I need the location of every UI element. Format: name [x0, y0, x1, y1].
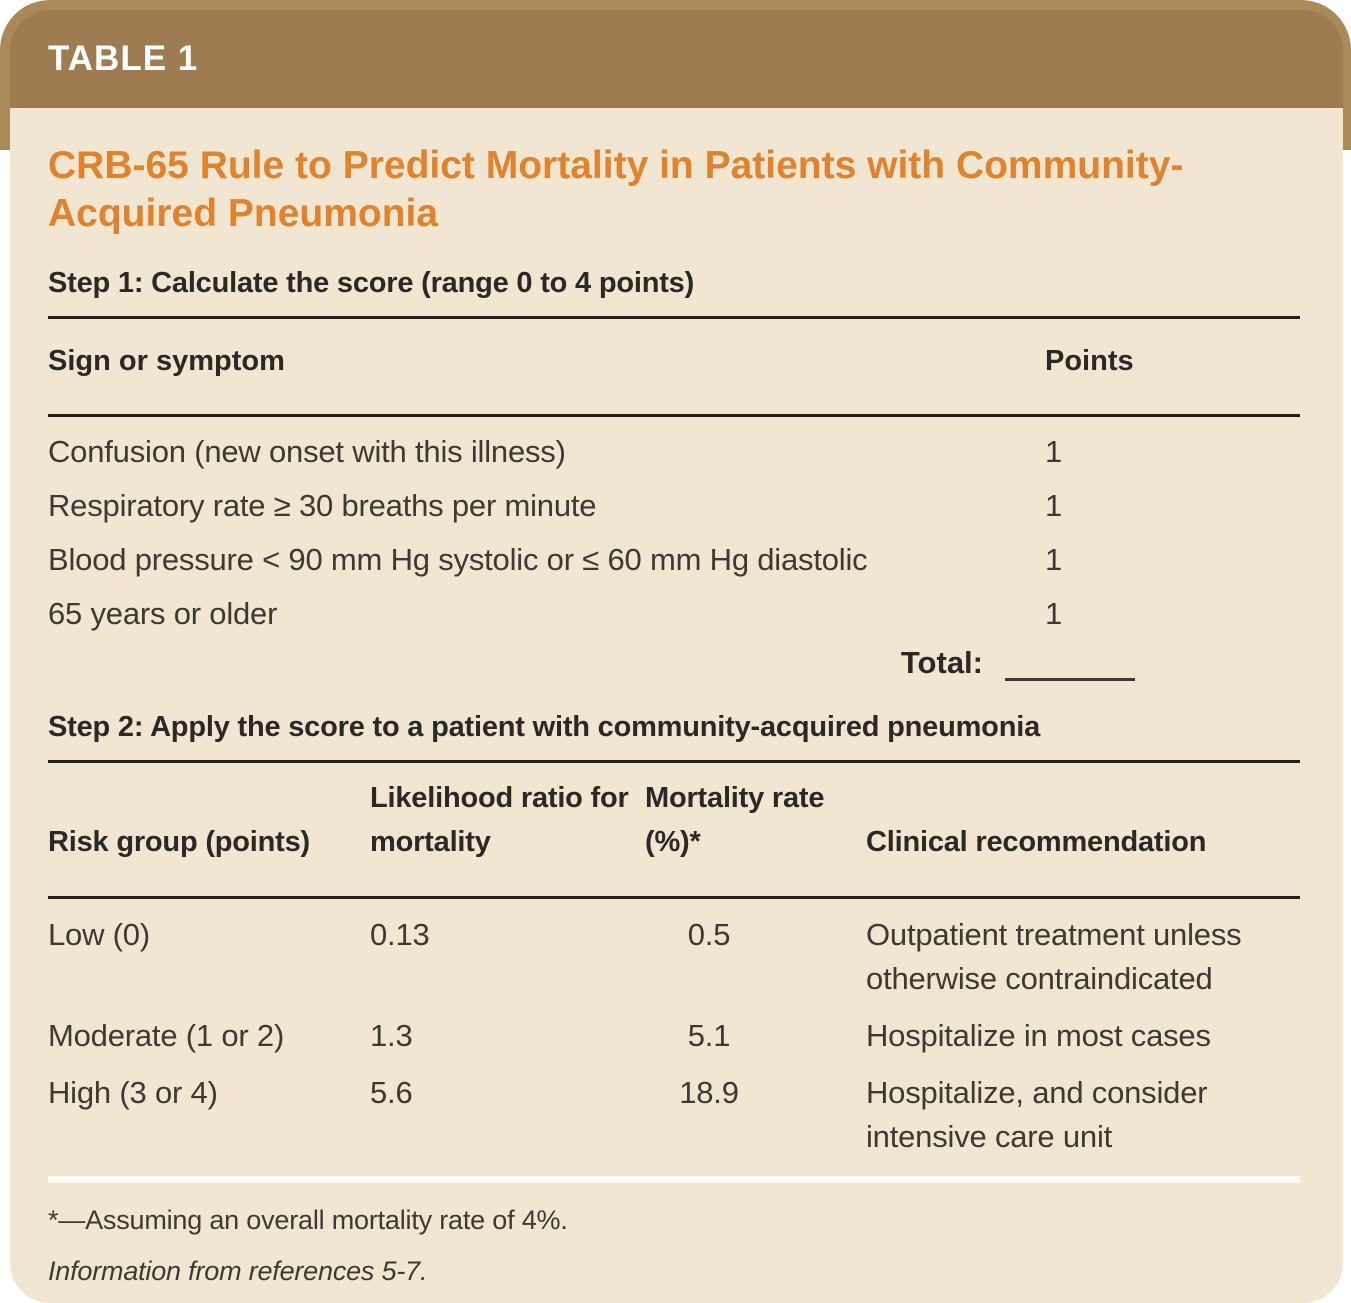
risk-group-cell: Moderate (1 or 2)	[48, 1017, 285, 1053]
points-cell: 1	[1045, 542, 1063, 578]
sign-cell: Respiratory rate ≥ 30 breaths per minute	[48, 488, 597, 524]
points-cell: 1	[1045, 434, 1063, 470]
risk-group-cell: High (3 or 4)	[48, 1075, 218, 1111]
step2-rows: Low (0) 0.13 0.5 Outpatient treatment un…	[48, 913, 1300, 1158]
divider-top-step2	[48, 760, 1300, 764]
mortality-rate-cell: 5.1	[687, 1017, 731, 1053]
footnote-source: Information from references 5-7.	[48, 1256, 428, 1287]
table-row: Moderate (1 or 2) 1.3 5.1 Hospitalize in…	[48, 1014, 1300, 1057]
table-number-label: TABLE 1	[48, 39, 199, 78]
table-card: TABLE 1 CRB-65 Rule to Predict Mortality…	[10, 10, 1343, 1303]
table-row: 65 years or older 1	[48, 587, 1300, 641]
likelihood-ratio-cell: 0.13	[370, 917, 430, 953]
points-cell: 1	[1045, 596, 1063, 632]
total-blank-line	[1005, 647, 1135, 682]
mortality-rate-cell: 18.9	[679, 1075, 739, 1111]
column-header-clinical-recommendation: Clinical recommendation	[866, 825, 1207, 858]
column-header-sign-or-symptom: Sign or symptom	[48, 345, 285, 378]
table-title: CRB-65 Rule to Predict Mortality in Pati…	[48, 144, 1184, 235]
sign-cell: Confusion (new onset with this illness)	[48, 434, 566, 470]
step1-rows: Confusion (new onset with this illness) …	[48, 425, 1300, 641]
recommendation-cell: Hospitalize, and consider intensive care…	[866, 1075, 1208, 1154]
points-cell: 1	[1045, 488, 1063, 524]
table-row: Blood pressure < 90 mm Hg systolic or ≤ …	[48, 533, 1300, 587]
column-header-likelihood-ratio: Likelihood ratio for mortality	[370, 782, 629, 858]
divider-step2-header	[48, 896, 1300, 900]
table-body: CRB-65 Rule to Predict Mortality in Pati…	[10, 108, 1343, 1303]
likelihood-ratio-cell: 5.6	[370, 1075, 413, 1111]
total-row: Total:	[48, 645, 1300, 682]
table-header-bar: TABLE 1	[10, 10, 1343, 108]
recommendation-cell: Hospitalize in most cases	[866, 1017, 1211, 1053]
column-header-risk-group: Risk group (points)	[48, 825, 311, 858]
divider-top-step1	[48, 316, 1300, 320]
table-row: Low (0) 0.13 0.5 Outpatient treatment un…	[48, 913, 1300, 1000]
total-label: Total:	[900, 645, 983, 681]
table-row: Confusion (new onset with this illness) …	[48, 425, 1300, 479]
footnote-asterisk: *—Assuming an overall mortality rate of …	[48, 1205, 568, 1236]
likelihood-ratio-cell: 1.3	[370, 1017, 413, 1053]
divider-footnotes	[48, 1176, 1300, 1184]
column-header-mortality-rate: Mortality rate (%)*	[645, 782, 825, 858]
step1-heading: Step 1: Calculate the score (range 0 to …	[48, 267, 695, 300]
step2-heading: Step 2: Apply the score to a patient wit…	[48, 711, 1040, 744]
risk-group-cell: Low (0)	[48, 917, 150, 953]
divider-step1-header	[48, 414, 1300, 418]
step1-column-headers: Sign or symptom Points	[48, 319, 1300, 398]
table-row: High (3 or 4) 5.6 18.9 Hospitalize, and …	[48, 1071, 1300, 1158]
recommendation-cell: Outpatient treatment unless otherwise co…	[866, 917, 1242, 996]
table-row: Respiratory rate ≥ 30 breaths per minute…	[48, 479, 1300, 533]
sign-cell: 65 years or older	[48, 596, 278, 632]
sign-cell: Blood pressure < 90 mm Hg systolic or ≤ …	[48, 542, 868, 578]
column-header-points: Points	[1045, 345, 1134, 378]
mortality-rate-cell: 0.5	[687, 917, 731, 953]
step2-column-headers: Risk group (points) Likelihood ratio for…	[48, 763, 1300, 880]
